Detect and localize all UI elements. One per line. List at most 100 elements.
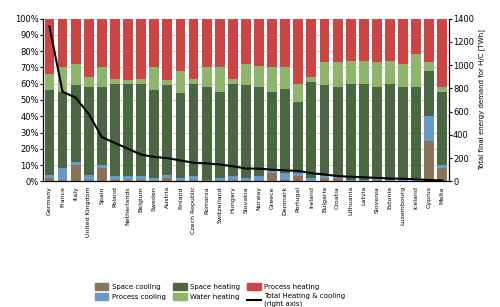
Bar xyxy=(176,178,186,181)
Bar xyxy=(254,87,264,177)
Bar xyxy=(188,84,198,177)
Total Heating & cooling
(right axis) xyxy=(426,178,432,182)
Bar xyxy=(228,177,237,180)
Bar xyxy=(58,92,68,168)
Bar xyxy=(97,168,107,181)
Bar xyxy=(188,18,198,79)
Bar xyxy=(254,66,264,87)
Bar xyxy=(412,87,421,178)
Bar xyxy=(320,85,330,177)
Bar xyxy=(97,165,107,168)
Bar xyxy=(123,80,133,84)
Total Heating & cooling
(right axis) xyxy=(86,112,92,116)
Bar xyxy=(58,168,68,180)
Bar xyxy=(294,102,303,173)
Bar xyxy=(280,18,290,67)
Bar xyxy=(332,177,342,178)
Bar xyxy=(359,18,368,61)
Total Heating & cooling
(right axis) xyxy=(361,176,367,179)
Total Heating & cooling
(right axis) xyxy=(204,161,210,165)
Bar xyxy=(424,63,434,71)
Bar xyxy=(136,84,146,177)
Legend: Space cooling, Process cooling, Space heating, Water heating, Process heating, T: Space cooling, Process cooling, Space he… xyxy=(92,281,348,307)
Bar xyxy=(438,18,448,87)
Bar xyxy=(150,18,159,67)
Bar xyxy=(202,67,211,87)
Bar xyxy=(424,141,434,181)
Bar xyxy=(359,180,368,181)
Bar xyxy=(215,67,224,92)
Bar xyxy=(202,18,211,67)
Bar xyxy=(280,88,290,173)
Total Heating & cooling
(right axis) xyxy=(243,167,249,170)
Bar xyxy=(84,180,94,181)
Bar xyxy=(346,18,356,61)
Total Heating & cooling
(right axis) xyxy=(138,153,144,157)
Bar xyxy=(136,79,146,84)
Bar xyxy=(70,18,81,64)
Bar xyxy=(438,165,448,168)
Bar xyxy=(44,90,54,175)
Bar xyxy=(306,178,316,181)
Bar xyxy=(280,180,290,181)
Bar xyxy=(97,18,107,67)
Bar xyxy=(228,84,237,177)
Bar xyxy=(84,87,94,175)
Bar xyxy=(398,64,408,87)
Bar xyxy=(294,18,303,84)
Bar xyxy=(372,87,382,178)
Bar xyxy=(359,61,368,84)
Total Heating & cooling
(right axis) xyxy=(400,177,406,181)
Bar xyxy=(70,85,81,162)
Bar xyxy=(385,61,395,84)
Bar xyxy=(424,116,434,141)
Bar xyxy=(254,177,264,181)
Bar xyxy=(202,180,211,181)
Bar xyxy=(424,18,434,63)
Bar xyxy=(320,18,330,63)
Bar xyxy=(385,84,395,180)
Bar xyxy=(188,180,198,181)
Bar xyxy=(438,87,448,92)
Total Heating & cooling
(right axis) xyxy=(387,177,393,180)
Bar xyxy=(136,18,146,79)
Bar xyxy=(412,54,421,87)
Total Heating & cooling
(right axis) xyxy=(46,25,52,29)
Bar xyxy=(359,84,368,180)
Bar xyxy=(162,178,172,181)
Bar xyxy=(44,74,54,90)
Bar xyxy=(84,77,94,87)
Bar xyxy=(294,173,303,177)
Total Heating & cooling
(right axis) xyxy=(413,177,419,181)
Bar xyxy=(215,92,224,178)
Bar xyxy=(320,63,330,85)
Bar xyxy=(123,18,133,80)
Bar xyxy=(228,18,237,79)
Total Heating & cooling
(right axis) xyxy=(216,163,222,166)
Bar xyxy=(267,92,277,170)
Bar xyxy=(123,177,133,180)
Bar xyxy=(332,87,342,177)
Bar xyxy=(280,67,290,88)
Bar xyxy=(162,175,172,178)
Y-axis label: Total final energy demand for H/C [TWh]: Total final energy demand for H/C [TWh] xyxy=(478,29,485,170)
Bar xyxy=(372,178,382,180)
Bar xyxy=(228,180,237,181)
Bar xyxy=(44,18,54,74)
Total Heating & cooling
(right axis) xyxy=(256,167,262,170)
Bar xyxy=(412,18,421,54)
Bar xyxy=(110,180,120,181)
Bar xyxy=(346,61,356,84)
Bar xyxy=(123,180,133,181)
Bar xyxy=(176,71,186,93)
Bar xyxy=(385,180,395,181)
Total Heating & cooling
(right axis) xyxy=(282,169,288,172)
Bar xyxy=(70,162,81,165)
Bar xyxy=(110,177,120,180)
Bar xyxy=(398,178,408,181)
Bar xyxy=(372,180,382,181)
Bar xyxy=(110,79,120,84)
Bar xyxy=(320,177,330,178)
Total Heating & cooling
(right axis) xyxy=(112,141,118,145)
Bar xyxy=(332,178,342,181)
